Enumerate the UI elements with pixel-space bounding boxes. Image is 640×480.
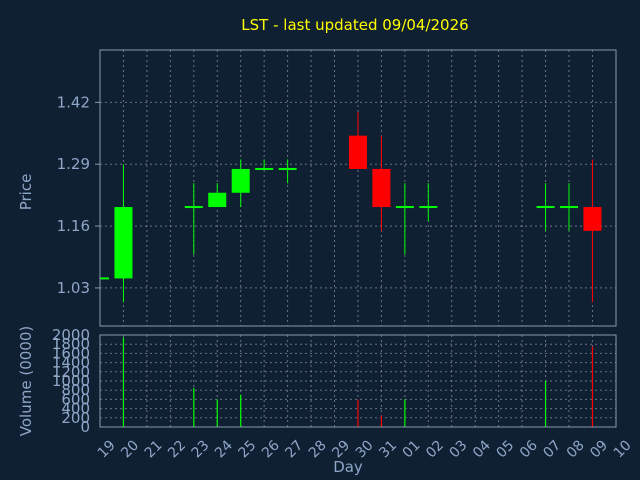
volume-tick-label: 1600 (52, 344, 90, 362)
x-tick-label: 22 (165, 437, 189, 461)
volume-tick-label: 1200 (52, 363, 90, 381)
price-tick-label: 1.16 (57, 217, 90, 235)
price-tick-label: 1.29 (57, 155, 90, 173)
x-tick-label: 24 (212, 437, 236, 461)
x-tick-label: 28 (306, 437, 330, 461)
x-tick-label: 09 (587, 437, 611, 461)
candle-01 (395, 183, 414, 255)
candle-09 (583, 159, 602, 303)
candle-body (255, 167, 274, 170)
x-axis-label: Day (333, 458, 363, 476)
x-tick-label: 08 (564, 437, 588, 461)
candle-20 (114, 164, 133, 303)
volume-plot-frame (99, 334, 617, 428)
x-tick-label: 23 (189, 437, 213, 461)
x-tick-label: 04 (470, 437, 494, 461)
candle-24 (208, 183, 227, 208)
volume-tick-label: 800 (61, 381, 90, 399)
candle-body (184, 206, 203, 209)
x-tick-label: 05 (493, 437, 517, 461)
candle-body (395, 206, 414, 209)
candle-body (419, 206, 438, 209)
volume-tick-label: 200 (61, 409, 90, 427)
candle-body (536, 206, 555, 209)
x-tick-label: 07 (540, 437, 564, 461)
x-tick-label: 10 (611, 437, 635, 461)
chart-title: LST - last updated 09/04/2026 (241, 16, 468, 34)
x-tick-label: 19 (95, 437, 119, 461)
candle-body (583, 207, 602, 231)
candle-08 (560, 183, 578, 231)
volume-tick-label: 1000 (52, 372, 90, 390)
candle-body (278, 167, 297, 170)
candle-23 (184, 183, 203, 255)
volume-tick-label: 0 (80, 418, 90, 436)
candle-body (560, 206, 578, 209)
candle-19 (100, 277, 109, 280)
x-tick-label: 27 (282, 437, 306, 461)
candle-body (114, 207, 133, 279)
volume-axis-label: Volume (0000) (17, 326, 35, 436)
volume-tick-label: 1400 (52, 354, 90, 372)
volume-tick-label: 1800 (52, 335, 90, 353)
price-tick-label: 1.03 (57, 279, 90, 297)
volume-tick-label: 2000 (52, 326, 90, 344)
candle-body (372, 168, 391, 208)
candle-body (100, 277, 109, 280)
candle-body (208, 192, 227, 208)
candle-body (348, 135, 367, 169)
x-tick-label: 20 (118, 437, 142, 461)
price-panel: 1.42 1.29 1.16 1.03 Price (17, 49, 617, 327)
x-tick-label: 03 (447, 437, 471, 461)
price-tick-label: 1.42 (57, 93, 90, 111)
x-tick-label: 02 (423, 437, 447, 461)
volume-tick-label: 600 (61, 390, 90, 408)
price-plot-frame (99, 49, 617, 327)
volume-tick-label: 400 (61, 400, 90, 418)
x-tick-label: 06 (517, 437, 541, 461)
candle-25 (231, 159, 250, 208)
candle-27 (278, 159, 297, 184)
candle-26 (255, 159, 274, 170)
x-tick-label: 25 (236, 437, 260, 461)
candle-body (231, 168, 250, 193)
price-axis-label: Price (17, 174, 35, 211)
x-tick-label: 31 (376, 437, 400, 461)
candle-31 (372, 135, 391, 231)
candle-30 (348, 111, 367, 169)
candle-02 (419, 183, 438, 222)
candle-07 (536, 183, 555, 231)
x-tick-label: 01 (400, 437, 424, 461)
x-tick-label: 26 (259, 437, 283, 461)
x-tick-label: 21 (142, 437, 166, 461)
